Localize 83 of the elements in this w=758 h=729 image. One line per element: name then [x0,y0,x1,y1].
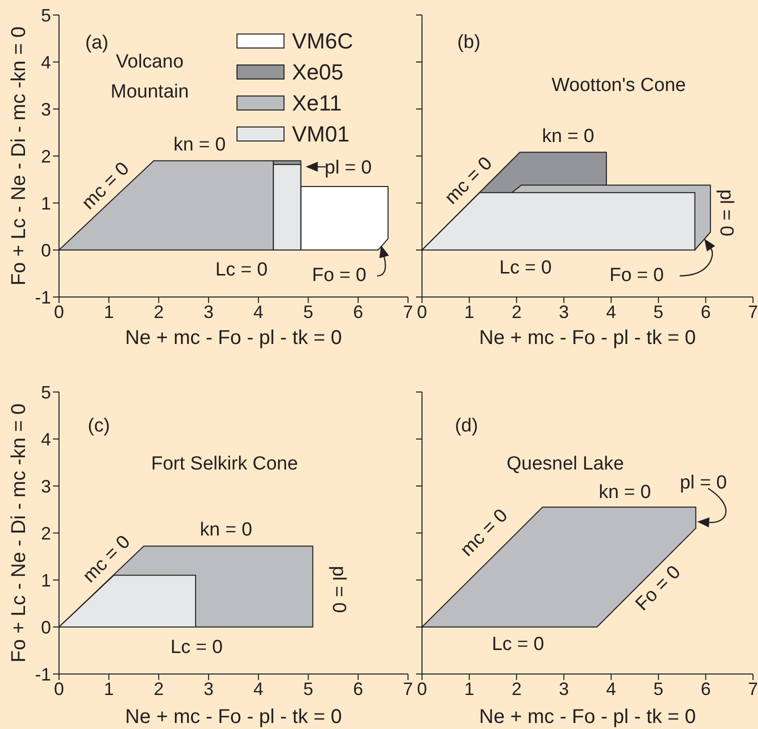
legend-label: VM01 [292,122,350,146]
legend-label: Xe05 [292,60,344,84]
x-tick-label: 7 [748,678,758,699]
annotation: mc = 0 [456,505,512,561]
y-tick-label: 0 [40,240,51,260]
y-tick-label: -1 [34,664,51,684]
x-tick-label: 5 [653,678,664,699]
x-tick-label: 6 [353,302,364,322]
annotation: pl = 0 [328,566,350,613]
y-tick-label: 0 [40,617,51,638]
x-tick-label: 3 [204,678,214,699]
x-tick-label: 0 [416,678,428,699]
x-tick-label: 3 [204,302,214,322]
annotation: Fo = 0 [632,562,686,616]
y-tick-label: 4 [40,429,51,450]
annotation: kn = 0 [598,482,652,504]
y-tick-label: 3 [40,476,51,496]
x-tick-label: 0 [416,302,428,322]
annotation: pl = 0 [680,472,727,494]
x-axis-title: Ne + mc - Fo - pl - tk = 0 [479,706,696,728]
annotation: (a) [85,32,109,54]
x-tick-label: 2 [154,678,164,699]
annotation: Lc = 0 [492,634,544,655]
annotation: mc = 0 [78,158,134,214]
x-tick-label: 4 [253,302,264,322]
annotation: (b) [457,32,480,54]
y-tick-label: 2 [40,146,51,166]
x-tick-label: 1 [104,678,114,699]
annotation: Lc = 0 [499,257,552,278]
x-tick-label: 1 [464,678,474,699]
x-axis-title: Ne + mc - Fo - pl - tk = 0 [125,706,342,728]
x-tick-label: 3 [558,302,569,322]
x-tick-label: 1 [104,302,114,322]
text: Volcano Mountain [110,52,189,103]
x-axis-title: Ne + mc - Fo - pl - tk = 0 [479,327,696,349]
annotation: (d) [454,415,478,436]
x-tick-label: 7 [748,302,758,322]
x-tick-label: 2 [154,302,164,322]
text: Quesnel Lake [506,453,624,474]
legend-label: Xe11 [292,90,342,116]
y-tick-label: 3 [40,99,51,120]
x-tick-label: 7 [402,302,414,322]
x-tick-label: 6 [700,678,711,699]
text: Fort Selkirk Cone [151,453,298,474]
x-tick-label: 1 [464,302,474,322]
x-tick-label: 3 [558,678,569,699]
annotation: pl = 0 [324,157,372,178]
y-tick-label: 2 [40,523,51,544]
x-tick-label: 4 [606,678,616,699]
annotation: kn = 0 [542,126,594,148]
annotation: Lc = 0 [215,260,268,281]
x-tick-label: 6 [700,302,711,322]
y-tick-label: 5 [40,382,51,402]
annotation: pl = 0 [716,189,737,236]
y-tick-label: -1 [34,287,51,308]
y-tick-label: 5 [40,5,51,26]
legend-label: VM6C [292,28,354,54]
y-tick-label: 1 [40,570,51,590]
annotation: kn = 0 [173,134,226,156]
x-tick-label: 7 [402,678,414,699]
annotation: (c) [88,415,110,436]
x-tick-label: 2 [512,302,522,322]
annotation: mc = 0 [441,153,497,209]
annotation: Fo = 0 [609,264,664,286]
x-tick-label: 2 [512,678,522,699]
x-tick-label: 4 [253,678,264,699]
x-tick-label: 5 [303,678,314,699]
x-tick-label: 5 [653,302,664,322]
y-axis-title: Fo + Lc - Ne - Di - mc -kn = 0 [8,26,30,286]
text: Wootton's Cone [552,75,686,96]
x-tick-label: 0 [54,678,64,699]
annotation: Fo = 0 [312,264,366,286]
y-axis-title: Fo + Lc - Ne - Di - mc -kn = 0 [8,404,30,662]
annotation: kn = 0 [200,520,252,541]
x-tick-label: 6 [353,678,364,699]
x-axis-title: Ne + mc - Fo - pl - tk = 0 [125,327,342,349]
x-tick-label: 5 [303,302,314,322]
x-tick-label: 0 [54,302,64,322]
annotation: mc = 0 [79,532,135,588]
x-tick-label: 4 [606,302,616,322]
y-tick-label: 4 [40,52,51,72]
y-tick-label: 1 [40,193,51,214]
annotation: Lc = 0 [170,637,223,658]
